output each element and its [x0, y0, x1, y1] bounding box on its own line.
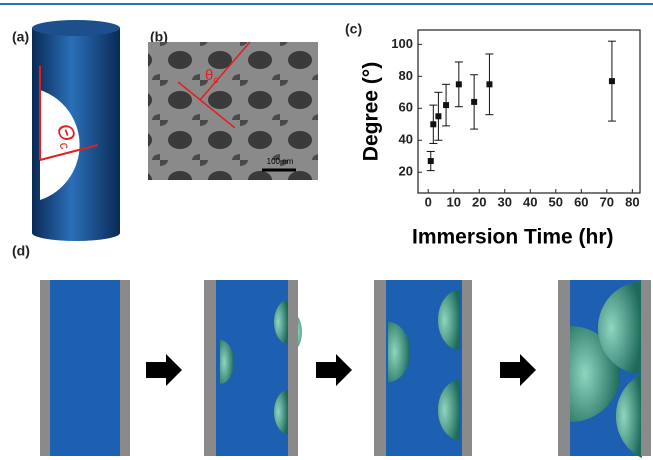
panel-label: (d)	[12, 243, 30, 259]
channel-2	[204, 280, 302, 456]
cylinder-bottom	[32, 225, 120, 241]
channel-4	[558, 280, 651, 458]
figure: (a) Θc (b) θc 100 nm (c) 0 10 20 30 40 50 60 70…	[0, 0, 653, 460]
panel-label: (c)	[345, 21, 362, 37]
x-axis-label: Immersion Time (hr)	[412, 226, 614, 249]
y-tick-label: 60	[399, 100, 413, 115]
arrow	[146, 354, 182, 386]
channel-3	[374, 280, 472, 456]
panel-a: (a) Θc	[12, 20, 120, 241]
y-tick-label: 100	[391, 36, 413, 51]
point	[486, 81, 492, 87]
point	[435, 113, 441, 119]
arrow	[316, 354, 352, 386]
x-tick-label: 70	[600, 194, 614, 209]
plot-frame	[418, 30, 640, 193]
point	[430, 121, 436, 127]
x-tick-label: 0	[425, 194, 432, 209]
y-tick-label: 40	[399, 132, 413, 147]
point	[456, 81, 462, 87]
y-tick-label: 80	[399, 68, 413, 83]
x-tick-label: 10	[446, 194, 460, 209]
cylinder-top	[32, 20, 120, 36]
x-tick-label: 20	[472, 194, 486, 209]
channel-1	[40, 280, 130, 456]
x-tick-label: 40	[523, 194, 537, 209]
panel-d: (d)	[12, 243, 651, 458]
panel-b: (b) θc 100 nm	[148, 29, 318, 180]
y-axis-label: Degree (°)	[360, 62, 383, 161]
x-tick-label: 30	[498, 194, 512, 209]
scale-label: 100 nm	[267, 157, 294, 166]
panel-label: (a)	[12, 29, 29, 45]
x-tick-label: 60	[574, 194, 588, 209]
point	[443, 102, 449, 108]
point	[609, 78, 615, 84]
page: {"panels": {"a": {"label": "(a)", "angle…	[0, 0, 653, 460]
x-tick-label: 80	[625, 194, 639, 209]
arrow	[500, 354, 536, 386]
point	[428, 158, 434, 164]
point	[471, 99, 477, 105]
x-tick-label: 50	[549, 194, 563, 209]
chart: 0 10 20 30 40 50 60 70 80 20 40 60 80 100 Degree (°) Im…	[360, 30, 640, 249]
y-tick-label: 20	[399, 164, 413, 179]
